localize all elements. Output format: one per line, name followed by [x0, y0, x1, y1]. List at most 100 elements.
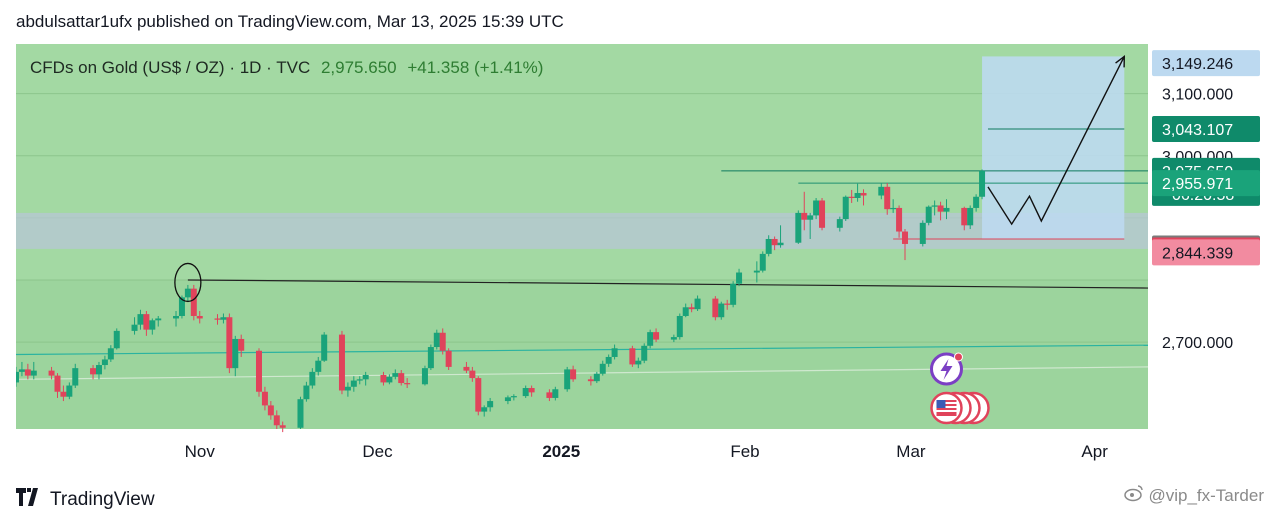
candle-body	[469, 370, 476, 379]
candle-body	[220, 317, 227, 320]
candle	[759, 251, 766, 273]
candle	[629, 345, 636, 367]
candle-body	[315, 360, 322, 372]
candle-body	[338, 334, 345, 391]
y-tick-label: 3,100.000	[1162, 87, 1233, 104]
candle-body	[90, 368, 97, 375]
candle	[570, 365, 577, 382]
candle	[404, 378, 411, 389]
x-tick-label: Mar	[896, 442, 926, 461]
x-tick-label: Nov	[185, 442, 216, 461]
candle-body	[273, 415, 280, 426]
candle-body	[819, 200, 826, 228]
x-tick-label: Feb	[730, 442, 759, 461]
price-chart[interactable]: 2,700.0003,000.0003,100.0003,149.2463,04…	[16, 44, 1266, 472]
candle-body	[101, 359, 108, 366]
candle	[238, 334, 245, 357]
candle	[795, 210, 802, 244]
candle-body	[487, 401, 494, 408]
candle	[392, 369, 399, 380]
candle	[979, 169, 986, 200]
candle	[647, 329, 654, 349]
candle	[196, 311, 203, 324]
candle-body	[599, 363, 606, 374]
candle-body	[611, 348, 618, 357]
projection-arrowhead	[1115, 54, 1126, 68]
candle	[279, 421, 286, 433]
candle-body	[896, 207, 903, 232]
candle-body	[736, 272, 743, 284]
price-tag-label: 3,149.246	[1162, 56, 1233, 73]
candle-body	[801, 212, 808, 220]
candle-body	[670, 337, 677, 340]
candle	[475, 376, 482, 416]
candle-body	[481, 407, 488, 412]
chart-legend: CFDs on Gold (US$ / OZ) · 1D · TVC 2,975…	[30, 58, 543, 78]
price-tag-label: 3,043.107	[1162, 122, 1233, 139]
candle	[587, 376, 594, 386]
candle	[848, 189, 855, 203]
candle-body	[398, 373, 405, 384]
candle	[380, 371, 387, 386]
us-flag-event-icon	[930, 391, 990, 425]
watermark-text: @vip_fx-Tarder	[1148, 485, 1264, 505]
candle	[137, 309, 144, 330]
price-tag: 2,844.339	[1152, 239, 1260, 266]
candle-body	[504, 397, 511, 402]
candle-body	[404, 383, 411, 385]
candle	[546, 389, 553, 402]
support-zone	[16, 212, 1148, 249]
candle-body	[564, 369, 571, 390]
candle-body	[931, 205, 938, 207]
candle	[232, 335, 239, 377]
candle	[753, 261, 760, 283]
candle-body	[463, 366, 470, 371]
candle	[90, 365, 97, 380]
candle-body	[350, 380, 357, 387]
candle-body	[795, 212, 802, 243]
candle-body	[925, 206, 932, 223]
candle	[315, 356, 322, 376]
candle	[635, 357, 642, 369]
candle-body	[303, 385, 310, 400]
candle-body	[173, 315, 180, 319]
candle-body	[356, 379, 363, 381]
candle	[890, 199, 897, 213]
candle	[730, 281, 737, 308]
candle	[261, 386, 268, 411]
candle-body	[528, 388, 535, 393]
candle	[18, 361, 25, 377]
candle-body	[546, 392, 553, 398]
candle	[670, 334, 677, 343]
candle-body	[854, 193, 861, 198]
candle-body	[24, 369, 31, 376]
candle	[173, 311, 180, 327]
candle-body	[943, 207, 950, 212]
candle-body	[842, 196, 849, 220]
candle	[214, 314, 221, 325]
candle	[860, 189, 867, 206]
candle	[60, 385, 67, 402]
candle-body	[238, 338, 245, 351]
candle	[220, 313, 227, 324]
price-tag-bg	[1152, 170, 1260, 197]
candle	[155, 315, 162, 327]
candle-body	[184, 288, 191, 298]
chart-panel[interactable]: 2,700.000 3,000.000 3,100.000 3,149.246 3,04…	[16, 44, 1266, 472]
candle	[819, 198, 826, 231]
candle-body	[267, 405, 274, 416]
candle	[919, 220, 926, 247]
candle	[421, 365, 428, 386]
candle-body	[60, 391, 67, 397]
candle	[433, 329, 440, 350]
candle-body	[753, 270, 760, 273]
candle	[356, 376, 363, 385]
candle-body	[30, 370, 37, 376]
legend-change: +41.358 (+1.41%)	[407, 58, 544, 77]
tradingview-logo[interactable]: TradingView	[16, 488, 155, 512]
candle	[95, 361, 102, 380]
price-tag-bg	[1152, 50, 1260, 77]
candle	[653, 328, 660, 343]
candle	[641, 343, 648, 364]
candle-body	[682, 307, 689, 316]
